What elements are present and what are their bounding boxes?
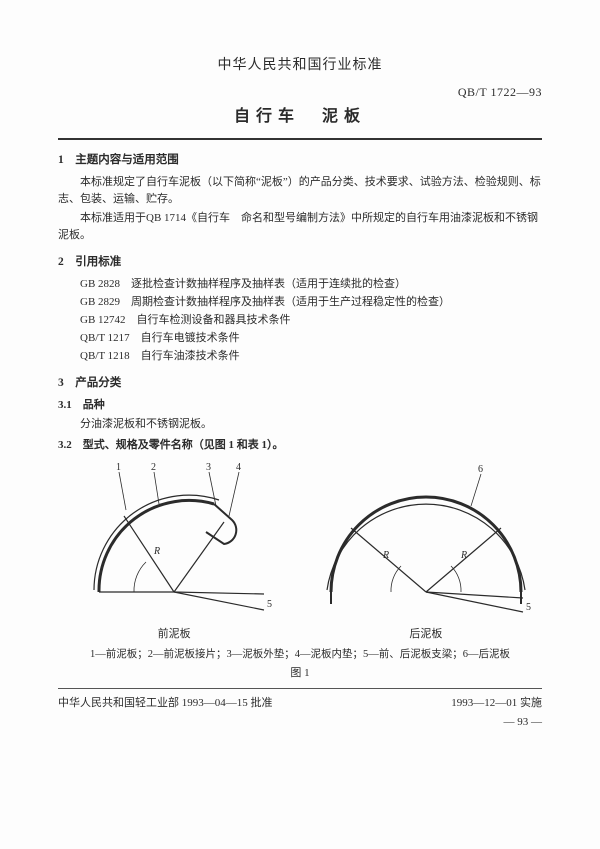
figure-caption: 1—前泥板；2—前泥板接片；3—泥板外垫；4—泥板内垫；5—前、后泥板支梁；6—…: [58, 647, 542, 663]
front-fender-diagram: 1 2 3 4 5 R: [64, 462, 284, 622]
svg-text:1: 1: [116, 462, 121, 473]
svg-text:3: 3: [206, 462, 211, 473]
section-2-heading: 2 引用标准: [58, 254, 542, 272]
figure-number: 图 1: [58, 665, 542, 682]
effective-note: 1993—12—01 实施: [451, 695, 542, 712]
reference-item: QB/T 1217 自行车电镀技术条件: [80, 330, 542, 347]
section-3-heading: 3 产品分类: [58, 375, 542, 393]
footer: 中华人民共和国轻工业部 1993—04—15 批准 1993—12—01 实施: [58, 695, 542, 712]
figure-left: 1 2 3 4 5 R 前泥板: [58, 462, 290, 643]
figure-right: 6 5 R R 后泥板: [310, 462, 542, 643]
front-fender-label: 前泥板: [58, 626, 290, 643]
reference-item: GB 2829 周期检查计数抽样程序及抽样表（适用于生产过程稳定性的检查）: [80, 294, 542, 311]
org-header: 中华人民共和国行业标准: [58, 55, 542, 77]
figure-1: 1 2 3 4 5 R 前泥板: [58, 462, 542, 682]
reference-item: QB/T 1218 自行车油漆技术条件: [80, 348, 542, 365]
approval-note: 中华人民共和国轻工业部 1993—04—15 批准: [58, 695, 273, 712]
rear-fender-label: 后泥板: [310, 626, 542, 643]
footer-rule: [58, 688, 542, 689]
section-3-1-body: 分油漆泥板和不锈钢泥板。: [58, 416, 542, 433]
standard-code: QB/T 1722—93: [58, 83, 542, 102]
title-rule: [58, 138, 542, 140]
section-3-2-heading: 3.2 型式、规格及零件名称（见图 1 和表 1）。: [58, 437, 542, 454]
section-1-para-1: 本标准规定了自行车泥板（以下简称“泥板”）的产品分类、技术要求、试验方法、检验规…: [58, 174, 542, 208]
svg-text:R: R: [153, 546, 160, 557]
svg-text:5: 5: [526, 602, 531, 613]
section-1-heading: 1 主题内容与适用范围: [58, 152, 542, 170]
page: 中华人民共和国行业标准 QB/T 1722—93 自行车 泥板 1 主题内容与适…: [0, 0, 600, 849]
svg-text:R: R: [460, 550, 467, 561]
svg-text:5: 5: [267, 599, 272, 610]
doc-title: 自行车 泥板: [58, 105, 542, 130]
section-1-para-2: 本标准适用于QB 1714《自行车 命名和型号编制方法》中所规定的自行车用油漆泥…: [58, 210, 542, 244]
section-3-1-heading: 3.1 品种: [58, 397, 542, 414]
svg-text:4: 4: [236, 462, 241, 473]
page-number: — 93 —: [58, 714, 542, 731]
rear-fender-diagram: 6 5 R R: [311, 462, 541, 622]
reference-list: GB 2828 逐批检查计数抽样程序及抽样表（适用于连续批的检查） GB 282…: [80, 276, 542, 365]
svg-text:2: 2: [151, 462, 156, 473]
reference-item: GB 12742 自行车检测设备和器具技术条件: [80, 312, 542, 329]
svg-text:R: R: [382, 550, 389, 561]
reference-item: GB 2828 逐批检查计数抽样程序及抽样表（适用于连续批的检查）: [80, 276, 542, 293]
svg-text:6: 6: [478, 464, 483, 475]
